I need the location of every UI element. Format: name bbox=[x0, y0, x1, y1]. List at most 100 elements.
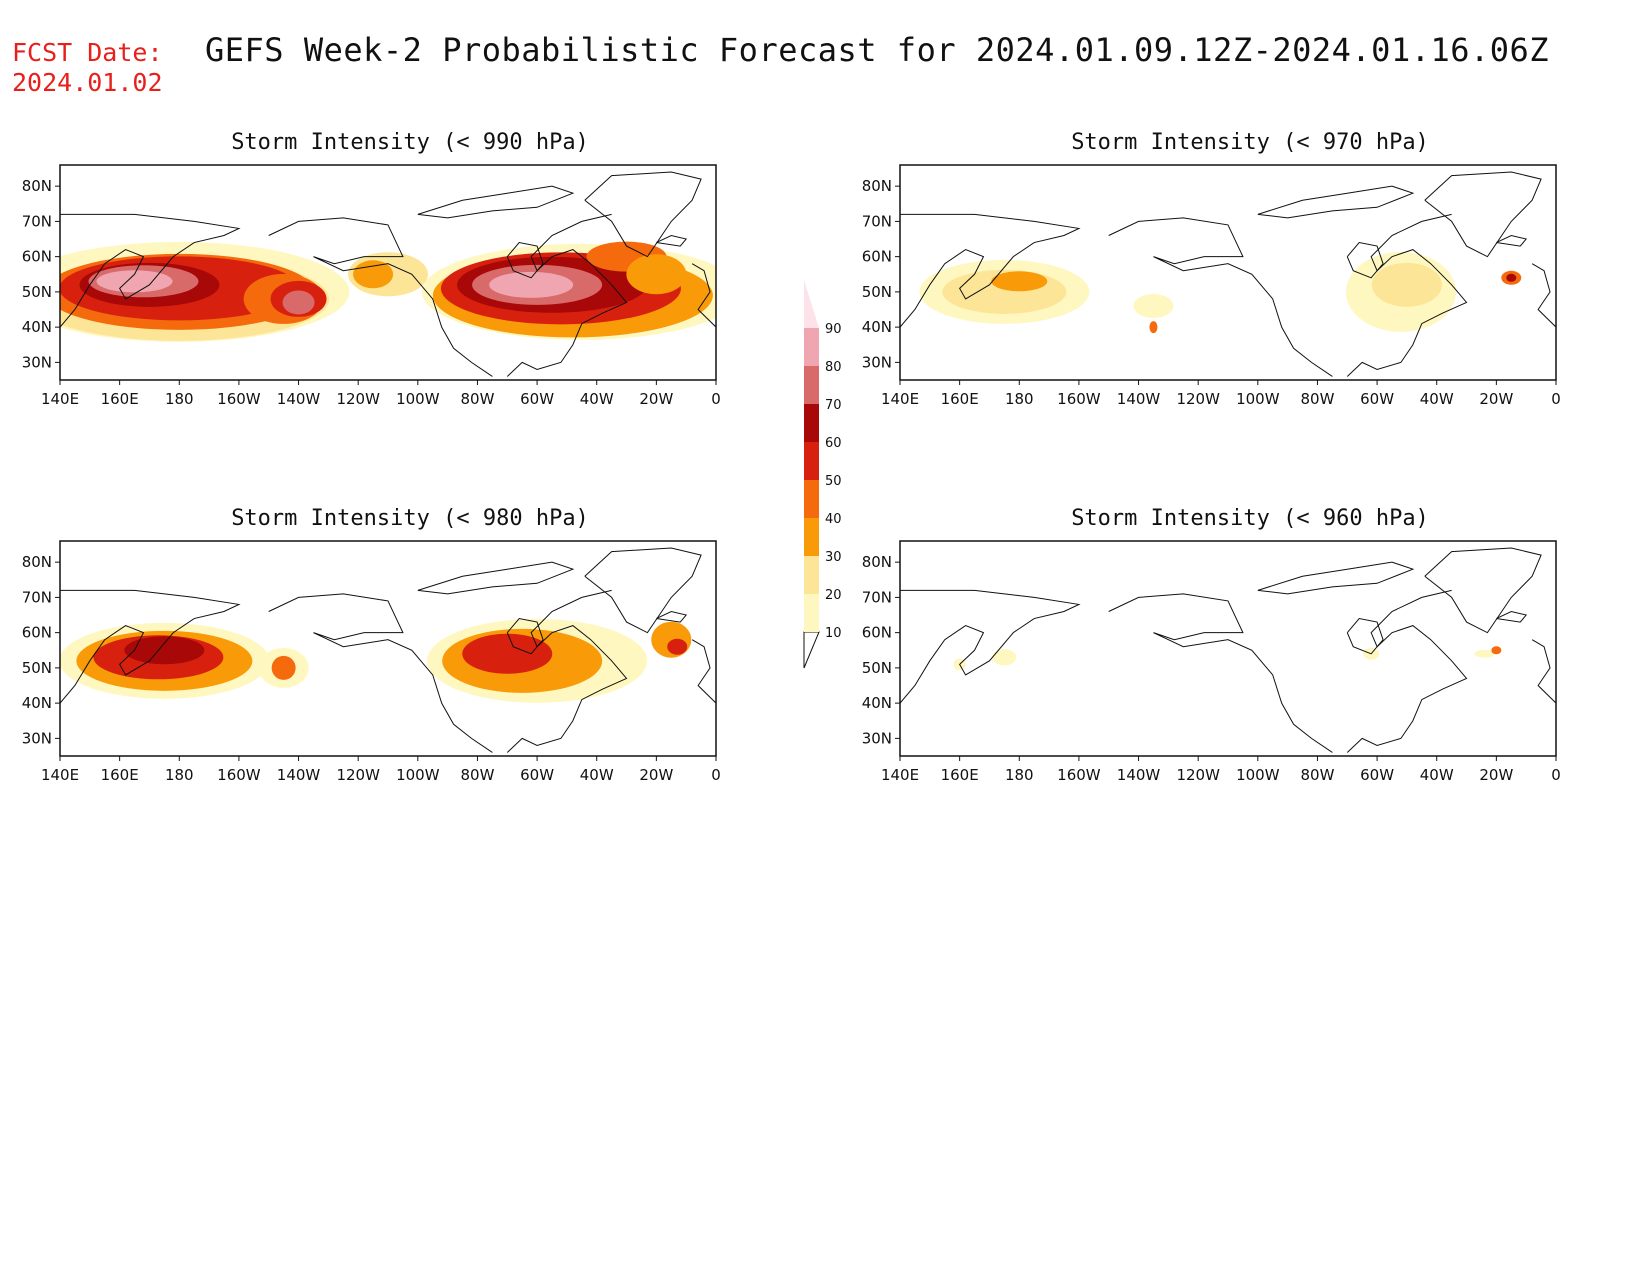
lon-tick-label: 180 bbox=[165, 766, 194, 784]
probability-field bbox=[900, 165, 1556, 380]
panel-title-980: Storm Intensity (< 980 hPa) bbox=[231, 506, 589, 531]
colorbar-swatch bbox=[804, 404, 819, 442]
fcst-date: 2024.01.02 bbox=[12, 68, 163, 97]
colorbar-label: 50 bbox=[825, 474, 842, 489]
lon-tick-label: 140E bbox=[881, 766, 919, 784]
lon-tick-label: 180 bbox=[165, 390, 194, 408]
lon-tick-label: 160E bbox=[101, 390, 139, 408]
map-970: 80N 70N 60N 50N 40N 30N 140E 160E 180 160W 140W 120… bbox=[862, 164, 1561, 408]
lon-tick-label: 140W bbox=[1117, 390, 1161, 408]
lat-tick-label: 70N bbox=[862, 588, 892, 606]
panel-980: Storm Intensity (< 980 hPa) 80N 70N 60N 50N… bbox=[20, 506, 800, 846]
lat-tick-label: 30N bbox=[862, 729, 892, 747]
coastlines bbox=[60, 547, 716, 753]
lon-tick-label: 0 bbox=[711, 766, 721, 784]
colorbar-label: 80 bbox=[825, 360, 842, 375]
lon-tick-label: 140E bbox=[41, 766, 79, 784]
lat-tick-label: 80N bbox=[22, 553, 52, 571]
map-990: 80N 70N 60N 50N 40N 30N 140E 160E 180 160W 140W 120… bbox=[22, 164, 721, 408]
coastlines bbox=[60, 171, 716, 377]
coastlines bbox=[900, 547, 1556, 753]
lon-tick-label: 80W bbox=[1300, 390, 1334, 408]
lat-tick-label: 30N bbox=[22, 729, 52, 747]
lat-tick-label: 60N bbox=[862, 248, 892, 266]
lat-tick-label: 50N bbox=[22, 659, 52, 677]
colorbar-swatch bbox=[804, 280, 819, 328]
lon-tick-label: 120W bbox=[1176, 766, 1220, 784]
lon-tick-label: 0 bbox=[1551, 390, 1561, 408]
lat-tick-label: 40N bbox=[22, 318, 52, 336]
main-title: GEFS Week-2 Probabilistic Forecast for 2… bbox=[205, 31, 1550, 69]
lat-tick-label: 50N bbox=[22, 283, 52, 301]
lon-tick-label: 20W bbox=[1479, 766, 1513, 784]
lon-tick-label: 80W bbox=[460, 766, 494, 784]
lon-tick-label: 100W bbox=[396, 390, 440, 408]
lat-tick-label: 70N bbox=[22, 588, 52, 606]
colorbar-label: 40 bbox=[825, 512, 842, 527]
lon-tick-label: 160W bbox=[217, 766, 261, 784]
lat-tick-label: 70N bbox=[862, 212, 892, 230]
map-960: 80N 70N 60N 50N 40N 30N 140E 160E 180 160W 140W 120… bbox=[862, 540, 1561, 784]
lon-tick-label: 40W bbox=[580, 390, 614, 408]
colorbar-label: 60 bbox=[825, 436, 842, 451]
lon-tick-label: 160W bbox=[1057, 766, 1101, 784]
lat-tick-label: 80N bbox=[862, 177, 892, 195]
lon-tick-label: 160E bbox=[941, 390, 979, 408]
probability-field bbox=[60, 541, 716, 756]
plot-frame bbox=[59, 164, 717, 381]
lat-tick-label: 50N bbox=[862, 659, 892, 677]
lat-tick-label: 30N bbox=[862, 353, 892, 371]
plot-frame bbox=[899, 164, 1557, 381]
lat-tick-label: 30N bbox=[22, 353, 52, 371]
lon-tick-label: 160E bbox=[101, 766, 139, 784]
lon-tick-label: 60W bbox=[1360, 766, 1394, 784]
lat-tick-label: 60N bbox=[862, 624, 892, 642]
lon-tick-label: 40W bbox=[1420, 390, 1454, 408]
probability-field bbox=[900, 541, 1556, 756]
lon-tick-label: 140W bbox=[1117, 766, 1161, 784]
colorbar: 10 20 30 40 50 60 70 80 90 bbox=[803, 280, 842, 669]
lon-tick-label: 120W bbox=[336, 390, 380, 408]
lon-tick-label: 0 bbox=[711, 390, 721, 408]
colorbar-label: 30 bbox=[825, 550, 842, 565]
lon-tick-label: 20W bbox=[639, 390, 673, 408]
panel-960: Storm Intensity (< 960 hPa) 80N 70N 60N 50N… bbox=[860, 506, 1640, 846]
lon-tick-label: 160W bbox=[217, 390, 261, 408]
plot-frame bbox=[899, 540, 1557, 757]
colorbar-label: 10 bbox=[825, 626, 842, 641]
lon-tick-label: 60W bbox=[520, 390, 554, 408]
lon-tick-label: 100W bbox=[1236, 766, 1280, 784]
lon-tick-label: 60W bbox=[1360, 390, 1394, 408]
coastlines bbox=[900, 171, 1556, 377]
lat-tick-label: 40N bbox=[22, 694, 52, 712]
lon-tick-label: 140E bbox=[41, 390, 79, 408]
lat-tick-label: 80N bbox=[862, 553, 892, 571]
lon-tick-label: 80W bbox=[460, 390, 494, 408]
lon-tick-label: 140W bbox=[277, 766, 321, 784]
colorbar-swatch bbox=[804, 594, 819, 632]
lat-tick-label: 40N bbox=[862, 318, 892, 336]
lon-tick-label: 140E bbox=[881, 390, 919, 408]
lon-tick-label: 40W bbox=[580, 766, 614, 784]
lon-tick-label: 160W bbox=[1057, 390, 1101, 408]
lat-tick-label: 50N bbox=[862, 283, 892, 301]
lon-tick-label: 20W bbox=[1479, 390, 1513, 408]
lon-tick-label: 180 bbox=[1005, 766, 1034, 784]
lat-tick-label: 80N bbox=[22, 177, 52, 195]
lat-tick-label: 70N bbox=[22, 212, 52, 230]
colorbar-swatch bbox=[804, 366, 819, 404]
colorbar-swatch bbox=[804, 518, 819, 556]
lon-tick-label: 60W bbox=[520, 766, 554, 784]
lat-tick-label: 40N bbox=[862, 694, 892, 712]
panel-title-990: Storm Intensity (< 990 hPa) bbox=[231, 130, 589, 155]
panel-title-970: Storm Intensity (< 970 hPa) bbox=[1071, 130, 1429, 155]
colorbar-label: 70 bbox=[825, 398, 842, 413]
lon-tick-label: 80W bbox=[1300, 766, 1334, 784]
colorbar-swatch bbox=[804, 556, 819, 594]
lat-tick-label: 60N bbox=[22, 248, 52, 266]
panel-title-960: Storm Intensity (< 960 hPa) bbox=[1071, 506, 1429, 531]
probability-field bbox=[60, 165, 716, 380]
lon-tick-label: 100W bbox=[396, 766, 440, 784]
lon-tick-label: 100W bbox=[1236, 390, 1280, 408]
colorbar-label: 90 bbox=[825, 322, 842, 337]
